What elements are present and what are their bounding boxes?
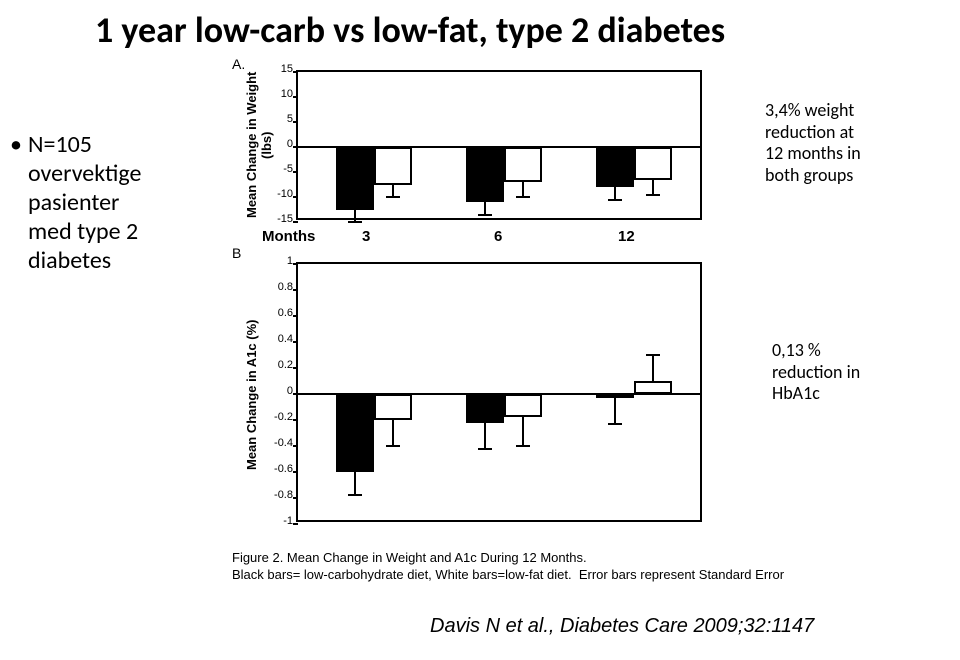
months-label: Months [262, 228, 315, 245]
chart-b-ylabel: Mean Change in A1c (%) [244, 275, 259, 515]
month-tick: 6 [494, 228, 502, 245]
axis-tick: -5 [265, 163, 293, 175]
axis-tick: 0 [265, 385, 293, 397]
citation: Davis N et al., Diabetes Care 2009;32:11… [430, 615, 814, 638]
axis-tick: -10 [265, 188, 293, 200]
bullet-line: overvektige [28, 159, 141, 188]
bar-white [504, 147, 542, 182]
axis-tick: -0.4 [265, 437, 293, 449]
chart-a [296, 70, 702, 220]
bar-white [374, 147, 412, 185]
axis-tick: 5 [265, 113, 293, 125]
note-weight: 3,4% weight reduction at 12 months in bo… [765, 100, 861, 186]
chart-b [296, 262, 702, 522]
figure-caption: Figure 2. Mean Change in Weight and A1c … [232, 550, 784, 584]
bar-white [634, 147, 672, 180]
axis-tick: 0.6 [265, 307, 293, 319]
note-hba1c: 0,13 % reduction in HbA1c [772, 340, 860, 405]
axis-tick: 0.4 [265, 333, 293, 345]
bullet-list: • N=105 overvektige pasienter med type 2… [10, 130, 210, 275]
month-tick: 12 [618, 228, 635, 245]
axis-tick: -0.6 [265, 463, 293, 475]
axis-tick: 0 [265, 138, 293, 150]
axis-tick: -0.2 [265, 411, 293, 423]
bullet-dot: • [10, 130, 28, 275]
axis-tick: 1 [265, 255, 293, 267]
axis-tick: -15 [265, 213, 293, 225]
axis-tick: 0.2 [265, 359, 293, 371]
axis-tick: -1 [265, 515, 293, 527]
axis-tick: -0.8 [265, 489, 293, 501]
bar-black [466, 394, 504, 423]
axis-tick: 15 [265, 63, 293, 75]
bar-black [336, 394, 374, 472]
bar-white [504, 394, 542, 417]
bar-white [374, 394, 412, 420]
axis-tick: 0.8 [265, 281, 293, 293]
month-tick: 3 [362, 228, 370, 245]
bar-black [466, 147, 504, 202]
bullet-line: N=105 [28, 130, 141, 159]
chart-a-ticks: 151050-5-10-15 [262, 70, 296, 220]
bullet-line: pasienter [28, 188, 141, 217]
bullet-line: diabetes [28, 246, 141, 275]
bar-white [634, 381, 672, 394]
axis-tick: 10 [265, 88, 293, 100]
panel-b-label: B [232, 245, 241, 261]
page-title: 1 year low-carb vs low-fat, type 2 diabe… [95, 8, 725, 52]
bullet-line: med type 2 [28, 217, 141, 246]
chart-b-ticks: 10.80.60.40.20-0.2-0.4-0.6-0.8-1 [262, 262, 296, 522]
bar-black [596, 147, 634, 187]
bar-black [336, 147, 374, 210]
